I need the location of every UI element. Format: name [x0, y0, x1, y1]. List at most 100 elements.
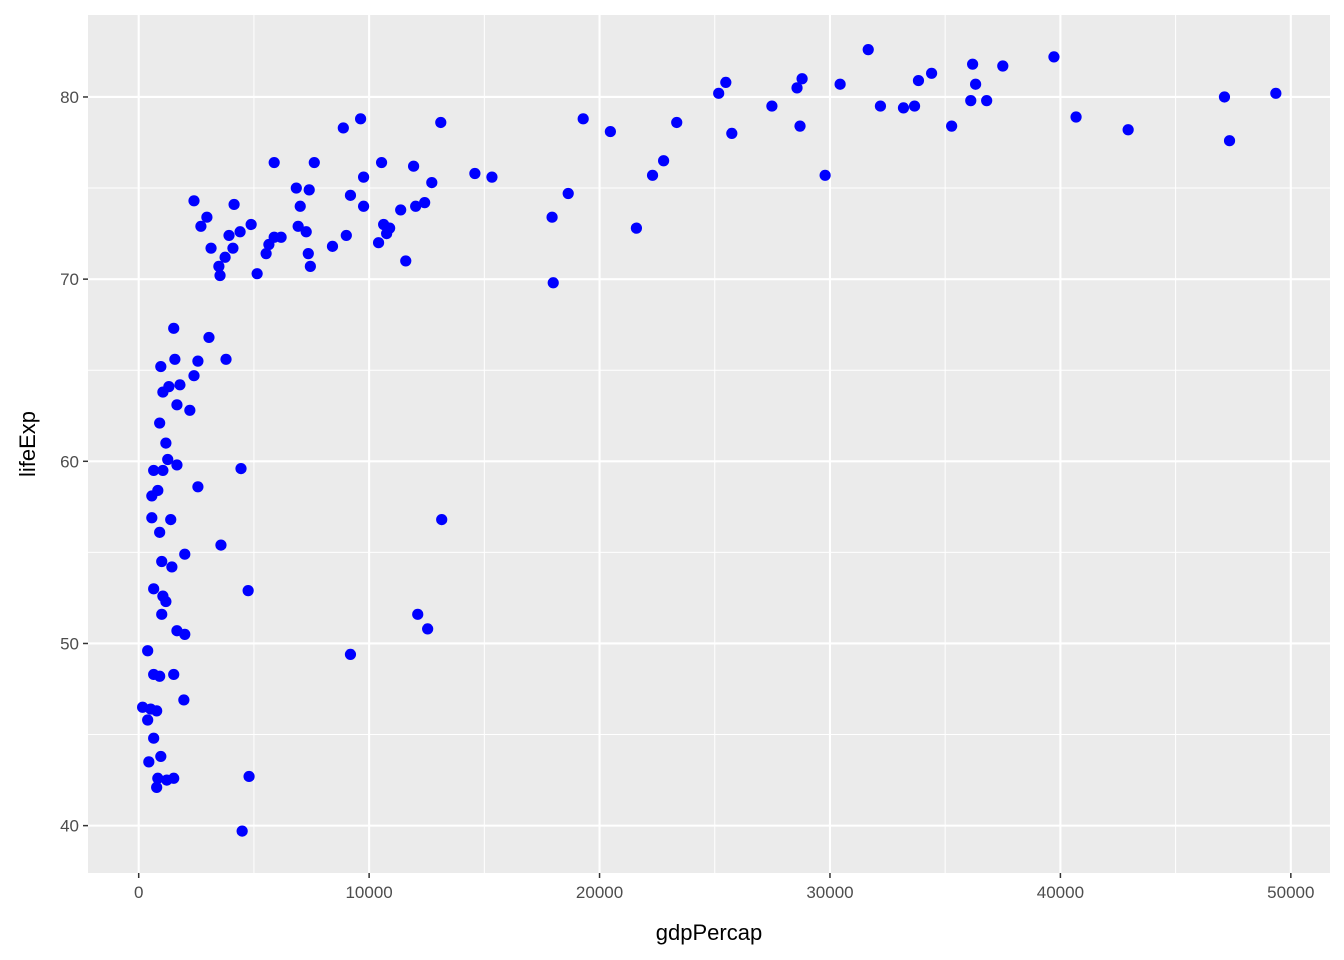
y-tick-label: 60 — [60, 452, 79, 471]
data-point — [251, 268, 263, 280]
data-point — [337, 122, 349, 134]
data-point — [146, 490, 158, 502]
x-tick-label: 30000 — [806, 883, 853, 902]
data-point — [292, 220, 304, 232]
data-point — [646, 169, 659, 181]
y-axis-title: lifeExp — [15, 411, 40, 477]
data-point — [161, 774, 173, 786]
data-point — [154, 526, 166, 538]
data-point — [436, 513, 448, 526]
data-point — [766, 100, 778, 112]
data-point — [203, 331, 215, 344]
data-point — [1218, 91, 1231, 103]
data-point — [1070, 111, 1082, 123]
data-point — [997, 60, 1009, 72]
data-point — [412, 608, 424, 620]
data-point — [1122, 124, 1134, 136]
data-point — [201, 211, 213, 223]
data-point — [160, 595, 172, 608]
data-point — [908, 100, 921, 112]
data-point — [357, 200, 370, 212]
data-point — [300, 226, 312, 238]
data-point — [547, 277, 559, 289]
data-point — [178, 694, 190, 706]
data-point — [243, 770, 255, 783]
x-tick-label: 20000 — [576, 883, 623, 902]
data-point — [155, 360, 167, 373]
data-point — [419, 197, 431, 209]
x-tick-label: 0 — [134, 883, 143, 902]
y-tick-label: 80 — [60, 88, 79, 107]
data-point — [967, 58, 979, 70]
data-point — [357, 171, 370, 183]
data-point — [148, 464, 160, 477]
data-point — [165, 513, 177, 526]
data-point — [720, 76, 732, 89]
data-point — [486, 171, 498, 183]
data-point — [422, 623, 434, 635]
data-point — [562, 187, 574, 200]
data-point — [242, 585, 254, 597]
data-point — [912, 74, 925, 87]
data-point — [205, 242, 217, 254]
data-point — [171, 399, 183, 411]
data-point — [260, 248, 272, 260]
data-point — [154, 670, 166, 682]
data-point — [155, 750, 167, 763]
data-point — [294, 200, 306, 212]
data-point — [268, 156, 280, 169]
data-point — [326, 240, 339, 252]
data-point — [166, 561, 178, 573]
data-point — [794, 120, 806, 132]
data-point — [819, 169, 831, 181]
y-tick-label: 50 — [60, 634, 79, 653]
data-point — [375, 156, 388, 169]
data-point — [192, 481, 204, 493]
data-point — [1270, 87, 1282, 99]
data-point — [791, 82, 803, 94]
data-point — [304, 260, 316, 272]
data-point — [435, 116, 447, 129]
panel-background — [88, 15, 1330, 873]
data-point — [671, 116, 683, 129]
data-point — [146, 512, 158, 524]
data-point — [344, 648, 357, 661]
data-point — [275, 231, 287, 243]
data-point — [236, 825, 248, 837]
data-point — [174, 379, 186, 391]
data-point — [726, 127, 738, 140]
data-point — [192, 355, 204, 367]
x-tick-label: 50000 — [1267, 883, 1314, 902]
data-point — [168, 322, 180, 334]
data-point — [228, 198, 240, 211]
data-point — [469, 167, 481, 180]
data-point — [303, 184, 315, 196]
data-point — [263, 238, 275, 251]
data-point — [630, 222, 643, 234]
data-point — [658, 155, 670, 167]
data-point — [1223, 135, 1236, 147]
data-point — [156, 608, 168, 620]
data-point — [604, 125, 616, 138]
data-point — [171, 459, 183, 471]
x-tick-label: 10000 — [345, 883, 392, 902]
data-point — [148, 583, 160, 595]
data-point — [184, 404, 196, 416]
y-tick-label: 70 — [60, 270, 79, 289]
data-point — [214, 269, 226, 282]
data-point — [215, 539, 227, 551]
data-point — [344, 189, 357, 201]
data-point — [395, 204, 407, 216]
data-point — [796, 73, 808, 85]
data-point — [188, 370, 200, 382]
data-point — [234, 226, 246, 238]
data-point — [302, 248, 314, 260]
points — [137, 44, 1282, 837]
data-point — [1048, 51, 1060, 63]
data-point — [223, 229, 235, 242]
data-point — [179, 628, 191, 640]
data-point — [946, 120, 958, 132]
data-point — [179, 548, 191, 560]
data-point — [157, 386, 169, 398]
data-point — [151, 705, 163, 717]
